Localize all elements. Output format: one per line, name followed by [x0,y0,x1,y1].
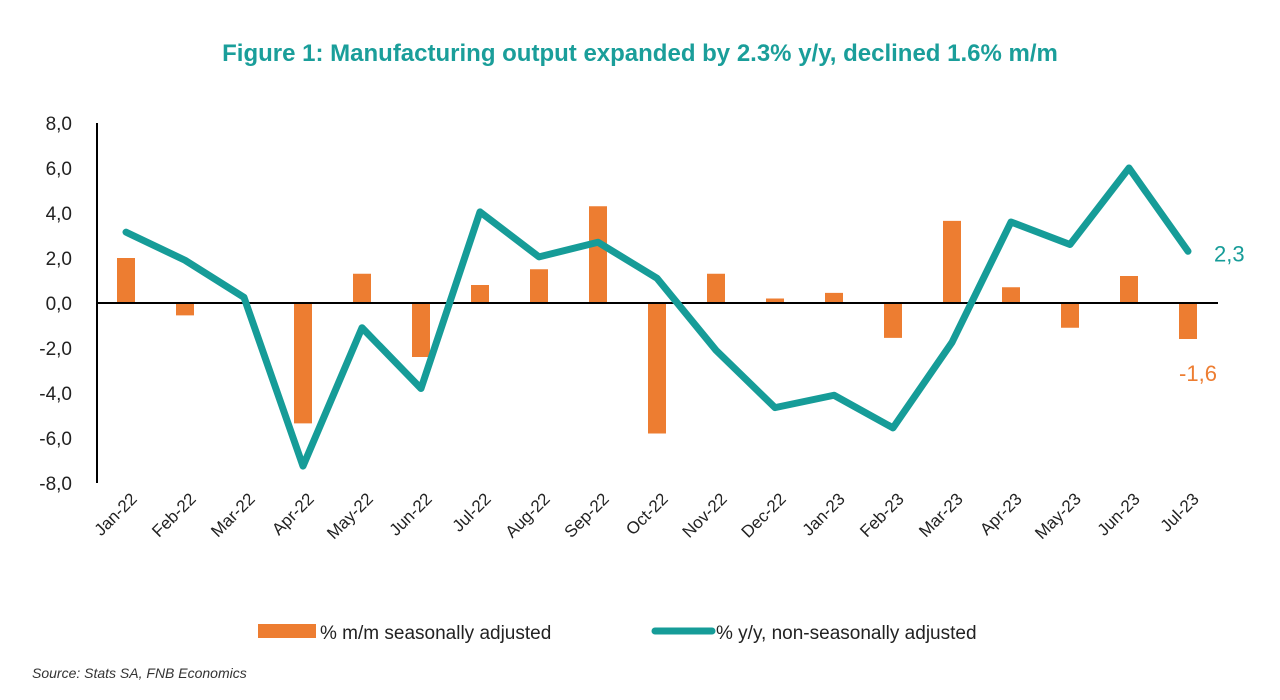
x-tick-label: Jun-23 [1094,489,1144,539]
y-tick-label: -4,0 [39,384,72,405]
x-tick-label: Jul-23 [1157,489,1203,535]
bar-Sep-22 [589,206,607,303]
bar-Feb-22 [176,303,194,316]
x-tick-label: Nov-22 [679,489,731,541]
y-tick-label: -2,0 [39,339,72,360]
x-tick-label: Jan-23 [799,489,849,539]
legend-bar-swatch [258,624,316,638]
source-note: Source: Stats SA, FNB Economics [32,665,247,681]
x-tick-label: Apr-22 [268,489,318,539]
bar-Oct-22 [648,303,666,434]
bar-Feb-23 [884,303,902,338]
bar-Jul-23 [1179,303,1197,339]
bar-May-22 [353,273,371,303]
x-tick-label: May-23 [1031,489,1085,543]
legend-line-label: % y/y, non-seasonally adjusted [716,623,977,644]
bar-May-23 [1061,303,1079,328]
bar-Aug-22 [530,269,548,303]
y-tick-label: 0,0 [46,294,72,315]
x-tick-label: Feb-22 [148,489,200,541]
x-tick-label: Oct-22 [622,489,672,539]
bar-Mar-23 [943,220,961,303]
x-tick-label: Mar-23 [915,489,967,541]
x-tick-label: Aug-22 [502,489,554,541]
bar-Jan-23 [825,292,843,303]
bar-Apr-23 [1002,287,1020,303]
legend-bar-label: % m/m seasonally adjusted [320,623,551,644]
bar-Jun-22 [412,303,430,357]
x-tick-label: Mar-22 [207,489,259,541]
y-tick-label: -8,0 [39,474,72,495]
bar-Dec-22 [766,298,784,303]
y-tick-label: -6,0 [39,429,72,450]
y-tick-label: 2,0 [46,249,72,270]
x-tick-label: Dec-22 [738,489,790,541]
bar-Apr-22 [294,303,312,424]
y-tick-label: 8,0 [46,114,72,135]
x-tick-label: Apr-23 [976,489,1026,539]
bar-Jul-22 [471,285,489,303]
x-tick-label: May-22 [323,489,377,543]
bar-Jun-23 [1120,276,1138,303]
x-tick-label: Jul-22 [449,489,495,535]
y-tick-label: 6,0 [46,159,72,180]
bar-data-label: -1,6 [1179,361,1217,386]
x-tick-label: Feb-23 [856,489,908,541]
y-tick-label: 4,0 [46,204,72,225]
x-tick-label: Jun-22 [386,489,436,539]
x-tick-label: Jan-22 [91,489,141,539]
line-data-label: 2,3 [1214,241,1245,266]
x-tick-label: Sep-22 [561,489,613,541]
chart-title: Figure 1: Manufacturing output expanded … [222,40,1058,67]
bar-Nov-22 [707,273,725,303]
bar-Jan-22 [117,258,135,303]
